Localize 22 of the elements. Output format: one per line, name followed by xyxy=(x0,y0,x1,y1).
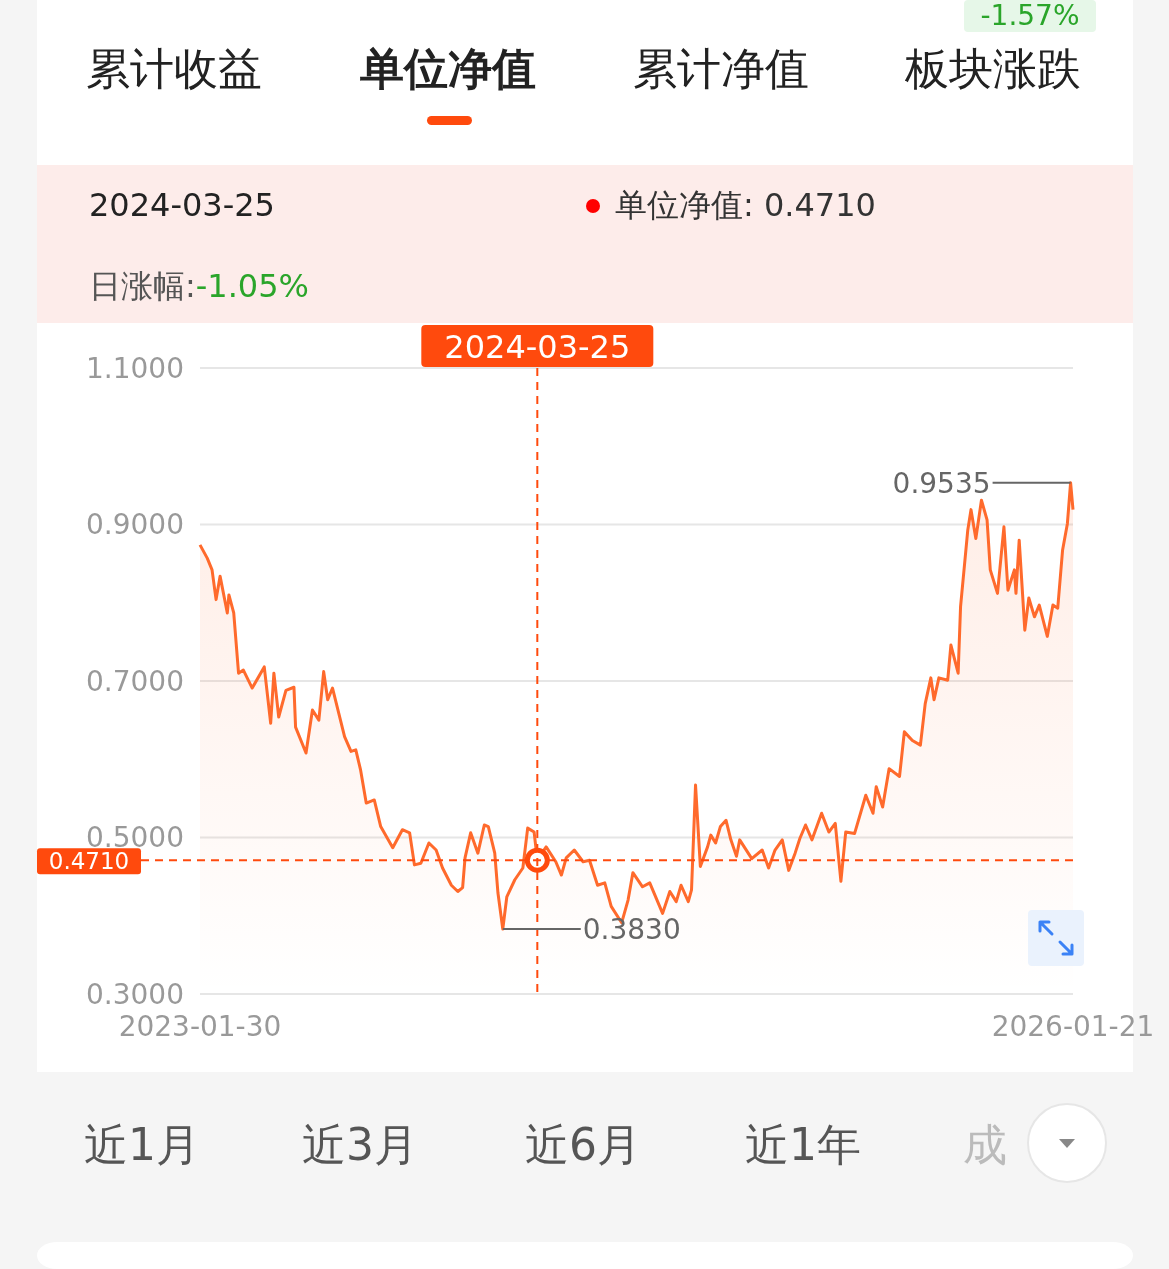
text: 近1年 xyxy=(745,1119,861,1170)
text: 单位净值: 0.4710 xyxy=(615,186,876,224)
text: 近1月 xyxy=(84,1119,200,1170)
x-tick-label: 2026-01-21 xyxy=(991,1010,1155,1043)
y-tick-label: 0.7000 xyxy=(86,664,184,698)
annotation: 0.3830 xyxy=(582,913,681,947)
text: 累计收益 xyxy=(86,43,262,94)
text: 单位净值 xyxy=(359,43,536,94)
text: 板块涨跌 xyxy=(904,43,1081,94)
y-tick-label: 0.3000 xyxy=(86,977,184,1011)
text: -1.57% xyxy=(980,0,1080,32)
ref-line-label: 2024-03-25 xyxy=(444,328,631,366)
y-tick-label: 1.1000 xyxy=(86,351,184,385)
text: -1.05% xyxy=(195,267,309,305)
text: 近6月 xyxy=(525,1119,641,1170)
text: 成 xyxy=(963,1119,1007,1170)
text: 近3月 xyxy=(302,1119,418,1170)
text: 累计净值 xyxy=(633,43,809,94)
text: 2024-03-25 xyxy=(89,186,275,224)
annotation: 0.9535 xyxy=(892,466,991,500)
y-tick-label: 0.9000 xyxy=(86,508,184,542)
x-tick-label: 2023-01-30 xyxy=(118,1010,282,1043)
